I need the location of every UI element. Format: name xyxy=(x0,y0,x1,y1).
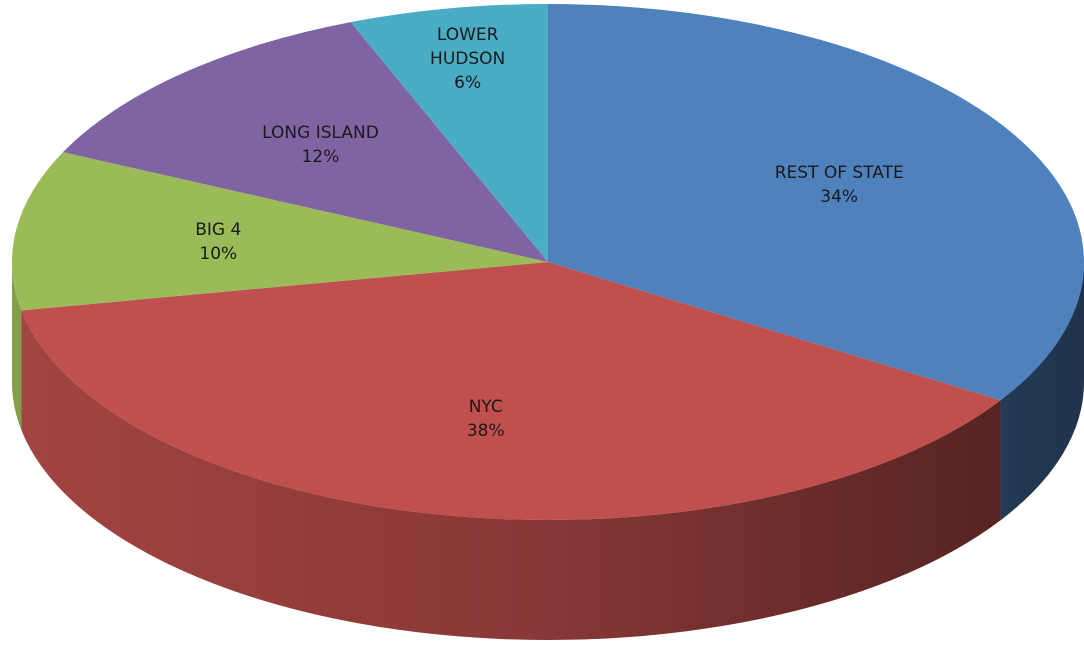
slice-value: 12% xyxy=(301,147,340,168)
pie-side-shade xyxy=(12,262,22,431)
slice-value: 38% xyxy=(466,421,505,442)
slice-name: NYC xyxy=(468,397,503,418)
pie-slice xyxy=(63,22,549,263)
pie-side-shade xyxy=(1000,262,1084,521)
data-label: BIG 4 10% xyxy=(133,218,303,266)
data-label: LOWER HUDSON 6% xyxy=(418,23,518,95)
data-label: NYC 38% xyxy=(401,395,571,443)
pie-slice xyxy=(548,4,1084,401)
data-label: REST OF STATE 34% xyxy=(754,161,924,209)
pie-slice xyxy=(12,152,549,311)
slice-name: LOWER HUDSON xyxy=(430,25,506,70)
slice-value: 34% xyxy=(820,186,859,207)
pie-slice xyxy=(350,4,548,262)
slice-name: LONG ISLAND xyxy=(262,123,379,144)
pie-side-shade xyxy=(21,310,1001,640)
pie-slice xyxy=(21,262,1001,520)
slice-name: BIG 4 xyxy=(195,219,242,240)
data-label: LONG ISLAND 12% xyxy=(236,121,406,169)
slice-name: REST OF STATE xyxy=(774,162,904,183)
slice-value: 10% xyxy=(199,243,238,264)
slice-value: 6% xyxy=(454,73,482,94)
